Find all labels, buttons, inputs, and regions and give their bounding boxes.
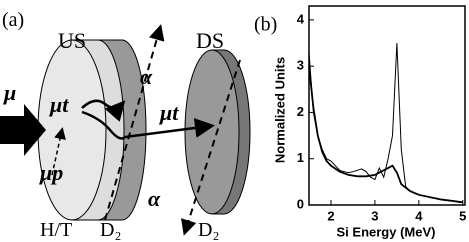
- mut-path: [81, 110, 215, 140]
- y-tick-label: 4: [297, 11, 305, 26]
- label: H/T: [40, 219, 72, 241]
- mut-path: [81, 99, 126, 122]
- label: μt: [49, 92, 69, 117]
- panel-label: (b): [254, 14, 277, 36]
- chart: (b) Normalized Units Si Energy (MeV) 0 1 2…: [254, 5, 466, 239]
- x-tick-label: 2: [327, 208, 334, 223]
- beam-arrow: [0, 104, 46, 156]
- mup-path: [51, 127, 66, 176]
- y-tick-label: 2: [297, 104, 304, 119]
- x-tick-label: 3: [371, 208, 378, 223]
- panel-label: (a): [2, 9, 24, 31]
- data-line: [308, 66, 463, 204]
- label: DS: [196, 28, 224, 53]
- x-axis-label: Si Energy (MeV): [337, 224, 436, 239]
- label: α: [148, 186, 161, 211]
- label: μt: [159, 100, 179, 125]
- ds-face: [184, 49, 240, 215]
- x-tick-label: 4: [415, 208, 423, 223]
- label: α: [140, 64, 153, 89]
- label: D₂: [198, 219, 219, 241]
- us-face: [37, 39, 107, 221]
- data-line: [308, 42, 463, 204]
- diagram: (a) US DS μ μt μp μt α α H/T D₂ D₂: [0, 9, 251, 241]
- x-tick-label: 5: [459, 208, 466, 223]
- label: μp: [39, 160, 63, 185]
- y-tick-label: 3: [297, 58, 304, 73]
- y-axis-label: Normalized Units: [272, 57, 287, 163]
- y-tick-label: 1: [297, 150, 304, 165]
- alpha-path: [104, 24, 165, 221]
- y-tick-label: 0: [297, 196, 304, 211]
- label: μ: [3, 80, 16, 105]
- label: D₂: [100, 219, 121, 241]
- alpha-path: [181, 59, 241, 236]
- plot-frame: [308, 5, 466, 206]
- label: US: [58, 28, 86, 53]
